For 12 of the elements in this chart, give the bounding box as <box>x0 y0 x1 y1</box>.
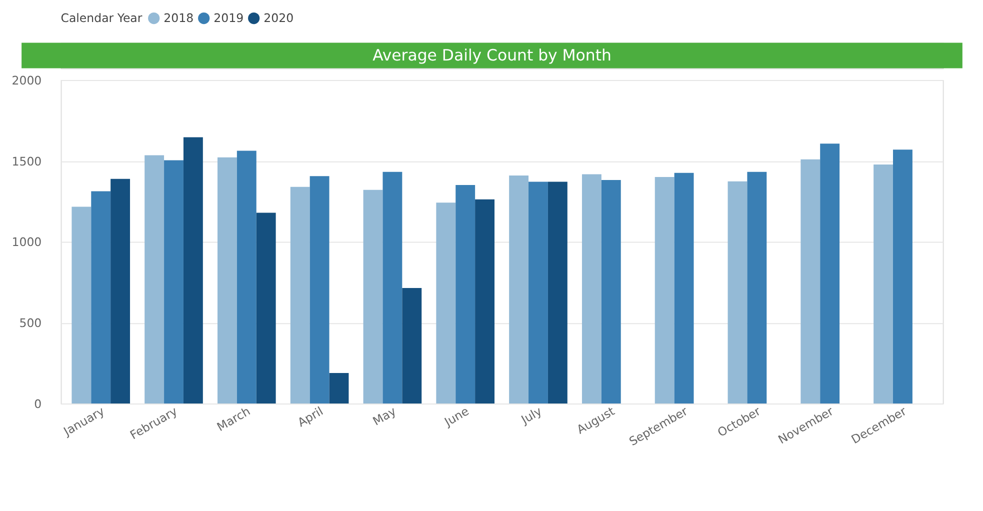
y-tick-label: 1500 <box>12 154 42 168</box>
legend-label: 2018 <box>164 11 194 26</box>
x-tick-label: July <box>518 404 544 428</box>
y-tick-label: 1000 <box>12 235 42 250</box>
legend-title: Calendar Year <box>60 11 142 26</box>
y-tick-label: 0 <box>34 396 42 411</box>
legend-label: 2019 <box>214 11 244 26</box>
x-tick-label: May <box>370 404 398 428</box>
y-tick-label: 2000 <box>12 73 42 88</box>
legend-label: 2020 <box>264 11 294 26</box>
chart-title: Average Daily Count by Month <box>372 45 612 64</box>
y-tick-label: 500 <box>19 316 42 330</box>
